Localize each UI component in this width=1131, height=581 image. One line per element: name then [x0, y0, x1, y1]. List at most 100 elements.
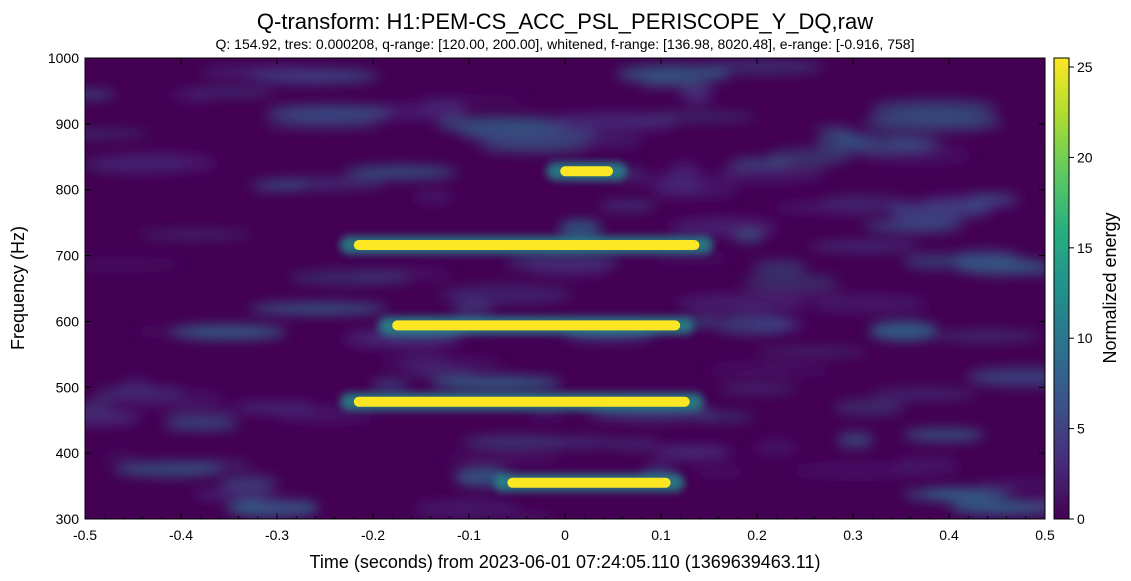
texture-blob	[1019, 496, 1045, 507]
texture-blob	[886, 201, 992, 220]
x-tick-label: 0.2	[747, 527, 767, 543]
texture-blob	[701, 59, 825, 75]
texture-blob	[289, 269, 412, 286]
texture-blob	[370, 379, 409, 391]
texture-blob	[85, 90, 116, 100]
texture-blob	[616, 64, 732, 84]
colorbar-tick-label: 0	[1077, 511, 1085, 527]
texture-blob	[164, 409, 235, 425]
texture-blob	[598, 201, 658, 211]
texture-blob	[403, 370, 477, 377]
texture-blob	[85, 130, 150, 138]
texture-blob	[459, 127, 598, 143]
texture-blob	[733, 231, 765, 242]
texture-blob	[754, 438, 798, 458]
texture-blob	[713, 314, 795, 335]
texture-blob	[718, 383, 797, 394]
texture-blob	[530, 261, 608, 276]
texture-blob	[169, 324, 287, 340]
texture-blob	[741, 273, 840, 290]
colorbar-tick-label: 25	[1077, 59, 1093, 75]
texture-blob	[566, 137, 645, 147]
texture-blob	[833, 399, 905, 416]
texture-blob	[85, 261, 184, 268]
x-tick-label: -0.2	[361, 527, 385, 543]
texture-blob	[668, 218, 779, 237]
y-tick-label: 500	[56, 379, 80, 395]
texture-blob	[276, 408, 375, 424]
texture-blob	[218, 475, 279, 491]
texture-blob	[755, 348, 869, 356]
texture-blob	[680, 84, 713, 104]
texture-blob	[975, 482, 1026, 489]
colorbar-tick-label: 20	[1077, 149, 1093, 165]
texture-blob	[97, 153, 218, 173]
texture-blob	[719, 164, 825, 183]
x-tick-label: 0.3	[843, 527, 863, 543]
texture-blob	[966, 367, 1045, 387]
texture-blob	[948, 500, 1045, 515]
texture-blob	[933, 331, 1041, 341]
y-tick-label: 600	[56, 313, 80, 329]
y-tick-label: 700	[56, 248, 80, 264]
texture-blob	[413, 499, 520, 519]
texture-blob	[138, 231, 252, 239]
texture-blob	[870, 388, 977, 401]
texture-blob	[694, 467, 744, 477]
texture-blob	[606, 440, 660, 449]
texture-blob	[791, 464, 924, 478]
x-axis: -0.5 -0.4 -0.3 -0.2 -0.1 0 0.1 0.2 0.3 0.4 0.5	[73, 58, 1055, 543]
colorbar-label: Normalized energy	[1100, 212, 1120, 363]
feature-line-825	[560, 166, 613, 177]
texture-blob	[837, 431, 875, 449]
y-tick-label: 400	[56, 445, 80, 461]
texture-blob	[412, 97, 531, 104]
x-tick-label: 0.5	[1035, 527, 1055, 543]
texture-blob	[413, 190, 454, 203]
texture-blob	[442, 455, 565, 463]
texture-blob	[809, 294, 928, 313]
spectrogram-plot	[85, 58, 1045, 519]
texture-blob	[766, 148, 851, 167]
colorbar-tick-label: 5	[1077, 421, 1085, 437]
texture-blob	[265, 104, 392, 121]
texture-blob	[558, 219, 603, 239]
texture-blob	[344, 165, 458, 180]
texture-blob	[192, 488, 275, 501]
texture-blob	[235, 401, 315, 414]
colorbar-tick-label: 10	[1077, 330, 1093, 346]
texture-blob	[774, 203, 875, 212]
texture-blob	[119, 378, 153, 396]
chart-subtitle: Q: 154.92, tres: 0.000208, q-range: [120…	[216, 36, 915, 52]
feature-line-715	[353, 240, 700, 251]
texture-blob	[248, 181, 311, 191]
texture-blob	[264, 118, 384, 129]
colorbar-tick-label: 15	[1077, 240, 1093, 256]
texture-blob	[675, 294, 808, 312]
x-tick-label: -0.1	[457, 527, 481, 543]
x-tick-label: -0.4	[169, 527, 193, 543]
x-tick-label: 0.4	[939, 527, 959, 543]
texture-blob	[360, 103, 469, 121]
texture-blob	[962, 194, 1009, 206]
feature-line-355	[507, 477, 671, 488]
texture-blob	[836, 134, 873, 147]
chart-title: Q-transform: H1:PEM-CS_ACC_PSL_PERISCOPE…	[257, 9, 873, 34]
texture-blob	[399, 352, 452, 368]
y-axis: 300 400 500 600 700 800 900 1000	[48, 50, 1045, 527]
texture-blob	[437, 284, 574, 305]
texture-blob	[85, 410, 142, 426]
y-tick-label: 1000	[48, 50, 79, 66]
texture-blob	[870, 99, 998, 118]
x-tick-label: 0.1	[651, 527, 671, 543]
x-tick-label: -0.3	[265, 527, 289, 543]
texture-blob	[545, 112, 677, 132]
texture-blob	[651, 445, 733, 460]
texture-blob	[199, 65, 328, 80]
texture-blob	[528, 411, 565, 418]
texture-blob	[743, 288, 850, 299]
texture-blob	[479, 139, 590, 154]
texture-blob	[706, 365, 832, 374]
texture-blob	[863, 112, 1003, 132]
